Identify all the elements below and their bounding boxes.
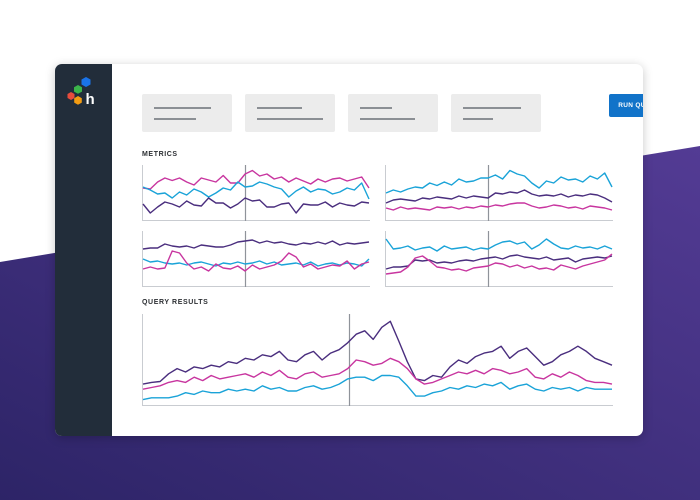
sidebar: h (55, 64, 112, 436)
placeholder-line (154, 118, 196, 120)
series-line-2[interactable] (142, 258, 370, 267)
chart-axis (142, 314, 613, 406)
app-window: h RUN QUERY METRICS QUERY RESULTS (55, 64, 643, 436)
placeholder-line (360, 118, 415, 120)
series-line-3[interactable] (142, 250, 370, 272)
chart-axis (142, 231, 370, 287)
filter-box-2[interactable] (245, 94, 335, 132)
main-content: RUN QUERY METRICS QUERY RESULTS (112, 64, 643, 436)
run-query-button[interactable]: RUN QUERY (609, 94, 643, 117)
series-line-1[interactable] (385, 238, 613, 252)
logo-letter: h (86, 91, 95, 108)
series-line-2[interactable] (142, 357, 613, 390)
metric-chart-4[interactable] (385, 231, 613, 287)
series-line-3[interactable] (385, 202, 613, 211)
placeholder-line (257, 107, 302, 109)
metrics-heading: METRICS (142, 151, 178, 158)
series-line-3[interactable] (142, 197, 370, 214)
placeholder-line (463, 118, 493, 120)
metric-chart-3[interactable] (142, 231, 370, 287)
metric-chart-1[interactable] (142, 165, 370, 221)
query-results-heading: QUERY RESULTS (142, 299, 209, 306)
honeycomb-logo-icon[interactable]: h (66, 76, 98, 108)
chart-axis (142, 165, 370, 221)
series-line-1[interactable] (142, 239, 370, 250)
filter-box-4[interactable] (451, 94, 541, 132)
series-line-3[interactable] (385, 253, 613, 275)
series-line-1[interactable] (385, 169, 613, 194)
series-line-2[interactable] (385, 254, 613, 270)
placeholder-line (360, 107, 392, 109)
metric-chart-2[interactable] (385, 165, 613, 221)
series-line-2[interactable] (142, 181, 370, 200)
chart-axis (385, 231, 613, 287)
series-line-1[interactable] (142, 169, 370, 190)
placeholder-line (463, 107, 521, 109)
placeholder-line (154, 107, 211, 109)
series-line-3[interactable] (142, 374, 612, 401)
query-results-chart[interactable] (142, 314, 613, 406)
chart-axis (385, 165, 613, 221)
filter-box-3[interactable] (348, 94, 438, 132)
series-line-2[interactable] (385, 189, 613, 204)
placeholder-line (257, 118, 323, 120)
series-line-1[interactable] (142, 320, 613, 385)
filter-box-1[interactable] (142, 94, 232, 132)
